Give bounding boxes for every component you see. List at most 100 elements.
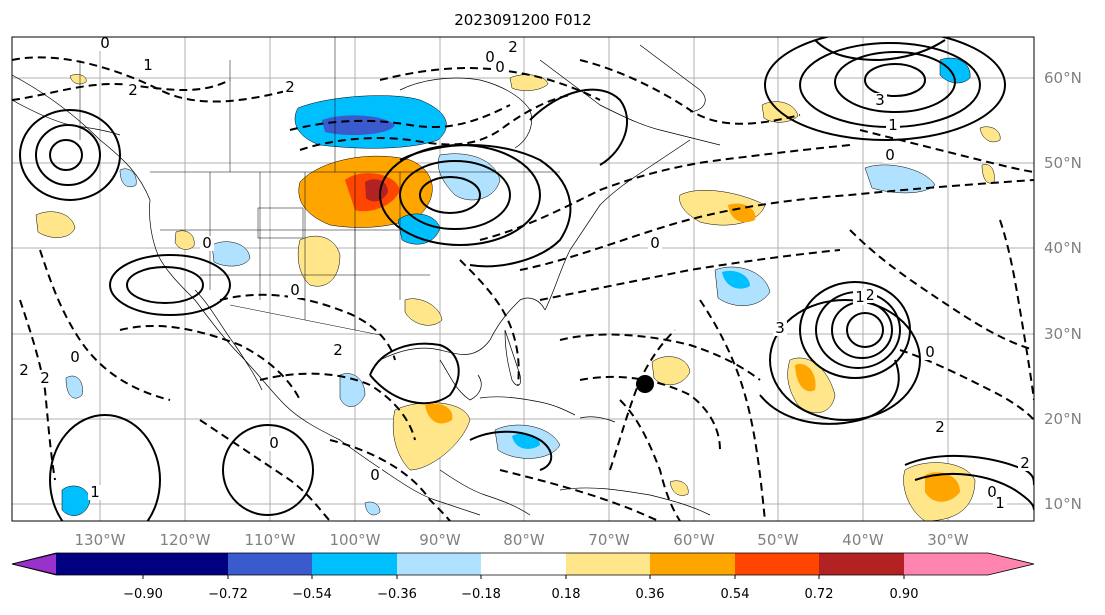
lon-label: 120°W xyxy=(160,531,211,549)
longitude-labels: 130°W 120°W 110°W 100°W 90°W 80°W 70°W 60°W 50°W… xyxy=(75,531,969,549)
contour-label: 1 xyxy=(90,483,100,501)
coast-hudson xyxy=(399,77,532,149)
lat-label: 30°N xyxy=(1044,325,1082,343)
high-west-us-1 xyxy=(109,254,231,316)
colorbar-tick-label: 0.18 xyxy=(552,587,581,602)
high-pacific-sw-1 xyxy=(49,414,161,521)
high-atlantic-north-3 xyxy=(834,51,956,113)
contour-label: 2 xyxy=(935,418,945,436)
high-atlantic-30n-5 xyxy=(769,299,921,421)
neg-contour-1 xyxy=(12,56,291,103)
positive-anomaly-small-1 xyxy=(669,480,689,496)
colorbar-tick-label: −0.18 xyxy=(461,587,501,602)
contour-label-bg xyxy=(141,58,155,73)
lon-label: 30°W xyxy=(927,531,969,549)
lon-label: 110°W xyxy=(245,531,296,549)
high-atlantic-north-4 xyxy=(864,63,926,97)
lon-label: 130°W xyxy=(75,531,126,549)
lat-label: 10°N xyxy=(1044,495,1082,513)
contour-label-bg xyxy=(883,148,897,163)
contour-label-bg xyxy=(648,236,662,251)
pos-contour-atl-1 xyxy=(759,359,900,425)
contour-label: 0 xyxy=(269,434,279,452)
lat-label: 60°N xyxy=(1044,69,1082,87)
pos-contour-ne-1 xyxy=(814,39,946,62)
contour-label: 2 xyxy=(19,361,29,379)
neg-contour-24 xyxy=(499,469,661,521)
lon-label: 100°W xyxy=(330,531,381,549)
contour-label: 2 xyxy=(865,286,875,304)
high-ne-us-3 xyxy=(419,176,481,214)
colorbar-segment-9 xyxy=(904,553,988,575)
contour-label-bg xyxy=(773,321,787,336)
positive-core-atlantic-1 xyxy=(728,203,756,223)
chart-title: 2023091200 F012 xyxy=(454,11,591,29)
cuba xyxy=(479,396,576,416)
lon-label: 40°W xyxy=(842,531,884,549)
coast-east-us xyxy=(544,139,691,311)
neg-contour-6 xyxy=(479,144,851,241)
high-pacific-nw-3 xyxy=(49,139,83,171)
lon-label: 70°W xyxy=(588,531,630,549)
contour-label: 1 xyxy=(888,116,898,134)
map-frame xyxy=(11,36,1035,522)
colorbar-segment-7 xyxy=(735,553,819,575)
contour-label: 2 xyxy=(128,81,138,99)
contour-label-bg xyxy=(993,496,1007,511)
contour-label-bg xyxy=(17,363,31,378)
neg-contour-3 xyxy=(299,94,571,151)
neg-contour-9 xyxy=(559,333,761,381)
high-pacific-nw-1 xyxy=(19,109,121,201)
contour-label: 2 xyxy=(40,369,50,387)
colorbar-segment-first xyxy=(56,553,143,575)
lat-label: 40°N xyxy=(1044,239,1082,257)
positive-anomaly-greenland-s xyxy=(509,74,549,91)
colorbar-segment-1 xyxy=(228,553,312,575)
neg-contour-4 xyxy=(289,104,511,131)
contour-label-bg xyxy=(886,118,900,133)
positive-anomaly-small-4 xyxy=(69,74,87,85)
contour-label: 0 xyxy=(202,234,212,252)
contour-label-bg xyxy=(38,371,52,386)
high-ne-us-2 xyxy=(399,160,511,230)
neg-contour-19 xyxy=(259,372,416,441)
contour-label-bg xyxy=(267,436,281,451)
negative-anomaly-gulf xyxy=(339,373,366,407)
pos-contour-gulf-1 xyxy=(369,342,460,405)
contour-label: 1 xyxy=(995,494,1005,512)
colorbar-tick-label: 0.54 xyxy=(721,587,750,602)
lat-label: 50°N xyxy=(1044,154,1082,172)
coast-gulf xyxy=(379,297,546,361)
contour-label: 0 xyxy=(650,234,660,252)
neg-contour-12 xyxy=(699,299,766,521)
high-pacific-nw-2 xyxy=(35,124,101,186)
colorbar-outline xyxy=(11,552,1035,576)
contour-label-bg xyxy=(493,60,507,75)
positive-core-mexico xyxy=(425,403,453,424)
strong-negative-canada xyxy=(322,115,395,136)
contour-label-bg xyxy=(506,40,520,55)
contour-label-bg xyxy=(200,236,214,251)
political-borders xyxy=(79,37,560,336)
contour-label-bg xyxy=(1018,456,1032,471)
contour-label: 0 xyxy=(370,466,380,484)
negative-anomaly-pacific-sw xyxy=(61,485,91,516)
contour-label-bg xyxy=(873,93,887,108)
coast-yucatan xyxy=(439,359,482,401)
neg-contour-18 xyxy=(219,293,396,361)
greenland-coast xyxy=(639,44,706,113)
positive-anomaly-texas xyxy=(404,298,443,326)
negative-anomaly-small-5 xyxy=(364,501,381,516)
contour-label: 3 xyxy=(775,319,785,337)
lon-label: 80°W xyxy=(503,531,545,549)
neg-contour-7 xyxy=(519,179,1034,271)
neg-contour-16 xyxy=(19,299,56,481)
neg-contour-23 xyxy=(199,419,331,521)
lat-label: 20°N xyxy=(1044,410,1082,428)
positive-core-azores xyxy=(925,472,960,502)
positive-anomaly-small-2 xyxy=(979,126,1001,143)
pos-contour-eastus-2 xyxy=(529,88,629,166)
high-mexico-1 xyxy=(222,424,314,516)
neg-contour-20 xyxy=(579,59,801,125)
